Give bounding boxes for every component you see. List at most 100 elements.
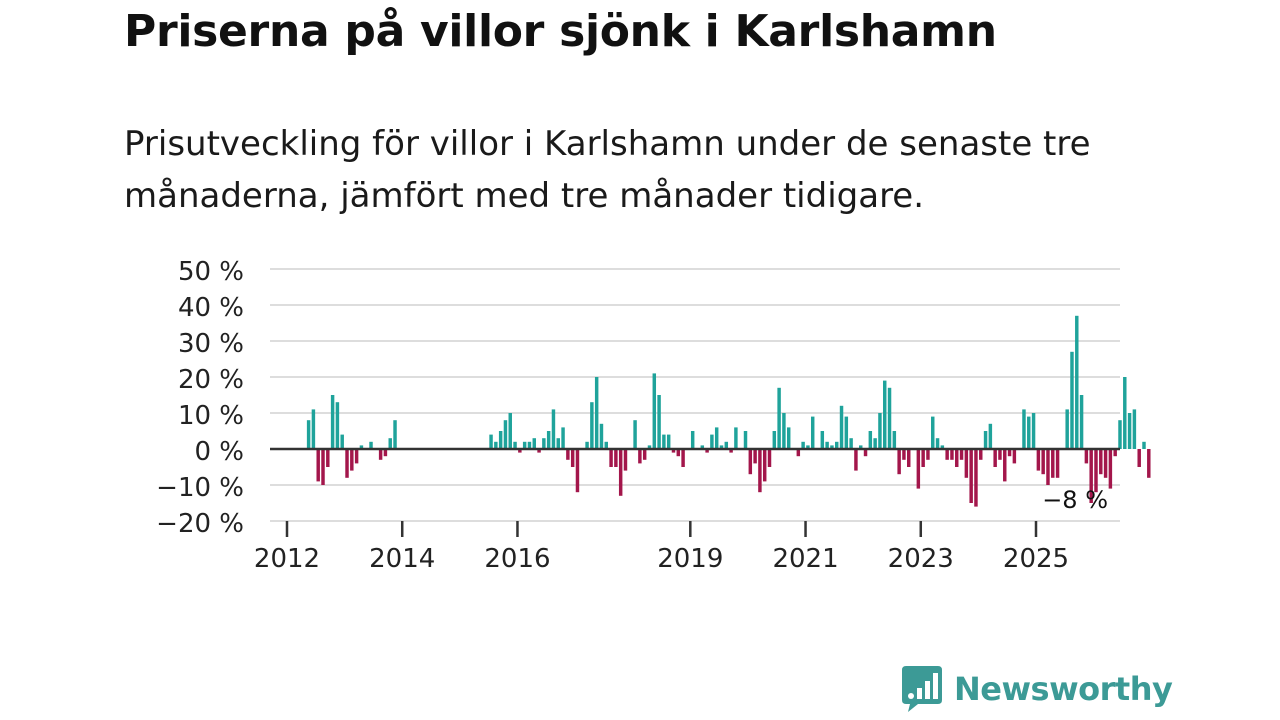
bar-positive [494, 441, 498, 449]
newsworthy-chart-icon [902, 666, 942, 712]
bar-positive [1031, 413, 1036, 449]
bar-positive [782, 413, 786, 449]
bar-positive [868, 431, 873, 449]
bar-positive [604, 441, 608, 449]
bar-positive [388, 438, 392, 449]
bar-positive [1142, 441, 1146, 449]
bar-negative [321, 449, 325, 485]
bar-positive [820, 431, 825, 449]
bar-positive [931, 416, 935, 449]
bar-positive [633, 420, 637, 449]
bar-negative [378, 449, 383, 460]
y-tick-label: 30 % [178, 329, 244, 359]
bar-negative [998, 449, 1002, 460]
bar-positive [887, 387, 892, 449]
y-axis-labels: 50 % 40 % 30 % 20 % 10 % 0 % −10 % −20 % [156, 257, 244, 539]
bar-positive [1132, 409, 1137, 449]
bar-negative [518, 449, 522, 453]
bar-negative [1137, 449, 1141, 467]
bar-positive [647, 445, 652, 449]
bar-positive [306, 420, 311, 449]
bar-positive [724, 441, 729, 449]
bar-negative [618, 449, 623, 496]
bar-positive [508, 413, 512, 449]
bars [306, 315, 1151, 507]
bar-negative [671, 449, 676, 453]
bar-positive [359, 445, 364, 449]
bar-positive [590, 402, 594, 449]
bar-positive [1070, 351, 1074, 449]
bar-negative [623, 449, 628, 471]
bar-negative [570, 449, 575, 467]
bar-positive [690, 431, 695, 449]
bar-negative [796, 449, 801, 457]
bar-positive [585, 441, 589, 449]
bar-positive [1075, 315, 1079, 449]
bar-positive [734, 427, 738, 449]
bar-negative [753, 449, 757, 464]
y-tick-label: 40 % [178, 293, 244, 323]
y-tick-label: 20 % [178, 365, 244, 395]
bar-negative [974, 449, 978, 507]
bar-negative [758, 449, 762, 493]
bar-negative [1113, 449, 1117, 457]
bar-positive [652, 373, 657, 449]
bar-negative [642, 449, 647, 460]
bar-positive [710, 434, 714, 449]
bar-negative [575, 449, 580, 493]
bar-negative [762, 449, 767, 482]
x-tick-label: 2014 [369, 544, 435, 574]
last-value-label: −8 % [1042, 486, 1108, 514]
bar-negative [1036, 449, 1041, 471]
bar-positive [714, 427, 719, 449]
bar-negative [959, 449, 964, 460]
bar-positive [1027, 416, 1031, 449]
bar-negative [705, 449, 709, 453]
bar-negative [945, 449, 949, 460]
bar-positive [883, 380, 887, 449]
bar-positive [503, 420, 508, 449]
brand-name: Newsworthy [954, 670, 1173, 708]
bar-negative [964, 449, 969, 478]
bar-positive [594, 377, 599, 449]
bar-positive [532, 438, 536, 449]
x-tick-label: 2019 [657, 544, 723, 574]
bar-negative [902, 449, 906, 460]
bar-positive [542, 438, 546, 449]
bar-negative [537, 449, 541, 453]
bar-positive [810, 416, 815, 449]
bar-negative [863, 449, 868, 457]
bar-negative [993, 449, 997, 467]
bar-negative [955, 449, 959, 467]
bar-positive [1118, 420, 1122, 449]
chart-title: Priserna på villor sjönk i Karlshamn [124, 6, 997, 57]
bar-positive [859, 445, 863, 449]
bar-negative [566, 449, 570, 460]
bar-negative [1099, 449, 1103, 475]
bar-positive [878, 413, 882, 449]
bar-negative [767, 449, 772, 467]
bar-positive [393, 420, 397, 449]
bar-positive [489, 434, 493, 449]
bar-positive [522, 441, 527, 449]
bar-positive [662, 434, 666, 449]
bar-negative [1084, 449, 1089, 464]
x-tick-label: 2025 [1003, 544, 1069, 574]
chart-subtitle: Prisutveckling för villor i Karlshamn un… [124, 124, 1091, 216]
bar-negative [345, 449, 349, 478]
bar-positive [546, 431, 551, 449]
bar-positive [983, 431, 988, 449]
x-tick-label: 2021 [772, 544, 838, 574]
bar-negative [1094, 449, 1098, 493]
bar-positive [513, 441, 517, 449]
bar-positive [892, 431, 897, 449]
bar-positive [498, 431, 503, 449]
y-tick-label: −20 % [156, 509, 244, 539]
bar-negative [1108, 449, 1113, 489]
bar-negative [1007, 449, 1012, 457]
bar-positive [369, 441, 373, 449]
bar-positive [719, 445, 724, 449]
bar-positive [988, 423, 993, 449]
y-tick-label: −10 % [156, 473, 244, 503]
bar-positive [849, 438, 853, 449]
